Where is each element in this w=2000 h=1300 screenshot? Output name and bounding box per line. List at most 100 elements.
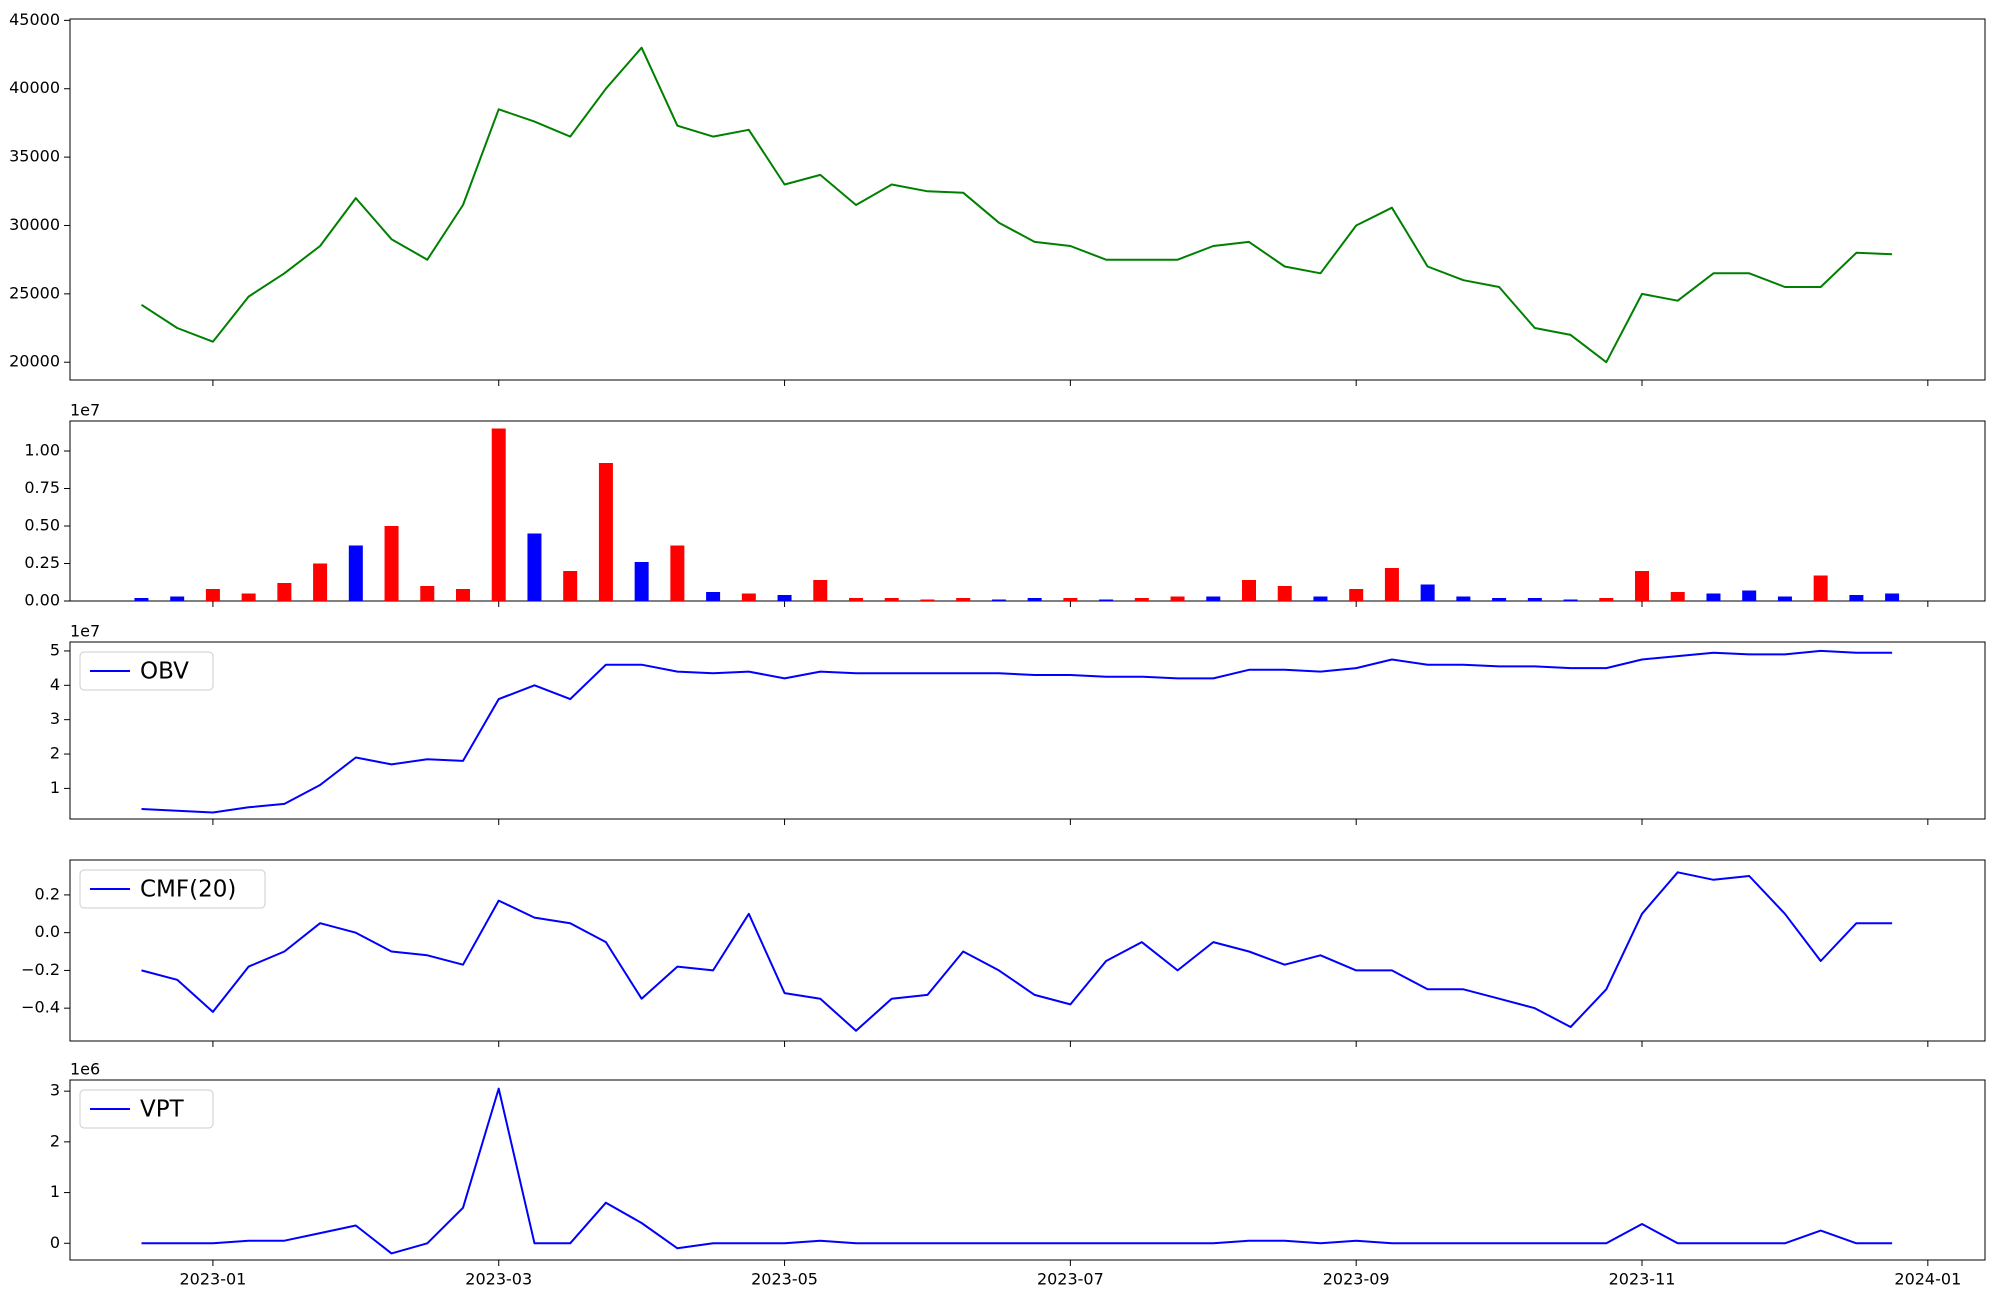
plot-frame [69, 1079, 1986, 1261]
y-tick-label: 0.2 [35, 884, 60, 903]
bar [1492, 598, 1507, 601]
data-line [141, 1087, 1893, 1255]
bar [1456, 596, 1471, 601]
bar [527, 533, 542, 601]
bar [956, 598, 971, 601]
bar [1635, 571, 1650, 601]
bar [1384, 568, 1399, 601]
legend-box [79, 1089, 214, 1129]
bar [920, 599, 935, 601]
bar [1742, 590, 1757, 601]
y-tick-label: 4 [50, 675, 60, 694]
y-tick-label: 0.50 [24, 516, 60, 535]
y-tick-label: 25000 [9, 283, 60, 302]
y-tick-label: 35000 [9, 147, 60, 166]
y-tick-label: 40000 [9, 78, 60, 97]
plot-frame [69, 641, 1986, 820]
plot-frame [69, 420, 1986, 602]
plot-frame [69, 859, 1986, 1042]
bar [777, 595, 792, 601]
x-tick-label: 2023-11 [1609, 1270, 1676, 1289]
y-tick-label: −0.4 [21, 998, 60, 1017]
bar [313, 563, 328, 601]
bar [706, 592, 721, 601]
bar [491, 428, 506, 601]
plot-frame [69, 18, 1986, 381]
bar [634, 562, 649, 601]
x-tick-label: 2024-01 [1894, 1270, 1961, 1289]
bar [884, 598, 899, 601]
bar [563, 571, 578, 601]
x-tick-label: 2023-05 [751, 1270, 818, 1289]
data-line [140, 46, 1893, 364]
bar [1849, 595, 1864, 601]
y-tick-label: 45000 [9, 10, 60, 29]
y-tick-label: 0 [50, 1233, 60, 1252]
x-tick-label: 2023-03 [465, 1270, 532, 1289]
data-line [141, 649, 1893, 814]
bar [277, 583, 292, 601]
bar [1134, 598, 1149, 601]
legend-label: CMF(20) [140, 877, 236, 903]
bar [741, 593, 756, 601]
y-tick-label: 0.75 [24, 478, 60, 497]
bar [1706, 593, 1721, 601]
bar [134, 598, 149, 601]
bar [1599, 598, 1614, 601]
bar [813, 580, 828, 601]
y-tick-label: 0.25 [24, 553, 60, 572]
bar [384, 526, 399, 601]
bar [1420, 584, 1435, 601]
bar [205, 589, 220, 601]
bar [1527, 598, 1542, 601]
y-tick-label: 0.00 [24, 591, 60, 610]
offset-text: 1e6 [70, 1060, 100, 1079]
bar [1885, 593, 1900, 601]
y-tick-label: 1 [50, 1182, 60, 1201]
bar [1349, 589, 1364, 601]
bar [1670, 592, 1685, 601]
bar [170, 596, 185, 601]
y-tick-label: 5 [50, 640, 60, 659]
bar [598, 463, 613, 601]
bar [1277, 586, 1292, 601]
bar [670, 545, 685, 601]
y-tick-label: 30000 [9, 215, 60, 234]
bar [1206, 596, 1221, 601]
bar [241, 593, 256, 601]
bar [456, 589, 471, 601]
y-tick-label: −0.2 [21, 960, 60, 979]
data-line [141, 871, 1893, 1032]
x-tick-label: 2023-09 [1323, 1270, 1390, 1289]
y-tick-label: 1.00 [24, 441, 60, 460]
x-tick-label: 2023-07 [1037, 1270, 1104, 1289]
offset-text: 1e7 [70, 401, 100, 420]
y-tick-label: 2 [50, 1131, 60, 1150]
y-tick-label: 20000 [9, 352, 60, 371]
offset-text: 1e7 [70, 622, 100, 641]
bar [1099, 599, 1114, 601]
y-tick-label: 3 [50, 709, 60, 728]
bar [849, 598, 864, 601]
bar [1063, 598, 1078, 601]
y-tick-label: 2 [50, 744, 60, 763]
legend-label: OBV [140, 659, 189, 685]
x-tick-label: 2023-01 [179, 1270, 246, 1289]
bar [991, 599, 1006, 601]
bar [1170, 596, 1185, 601]
legend-label: VPT [140, 1097, 185, 1123]
bar [1777, 596, 1792, 601]
y-tick-label: 1 [50, 778, 60, 797]
bar [1313, 596, 1328, 601]
bar [1563, 599, 1578, 601]
y-tick-label: 0.0 [35, 922, 60, 941]
bar [1027, 598, 1042, 601]
legend-box [79, 651, 214, 691]
bar [348, 545, 363, 601]
legend-box [79, 869, 266, 909]
y-tick-label: 3 [50, 1081, 60, 1100]
bar [420, 586, 435, 601]
bar [1813, 575, 1828, 601]
bar [1242, 580, 1257, 601]
